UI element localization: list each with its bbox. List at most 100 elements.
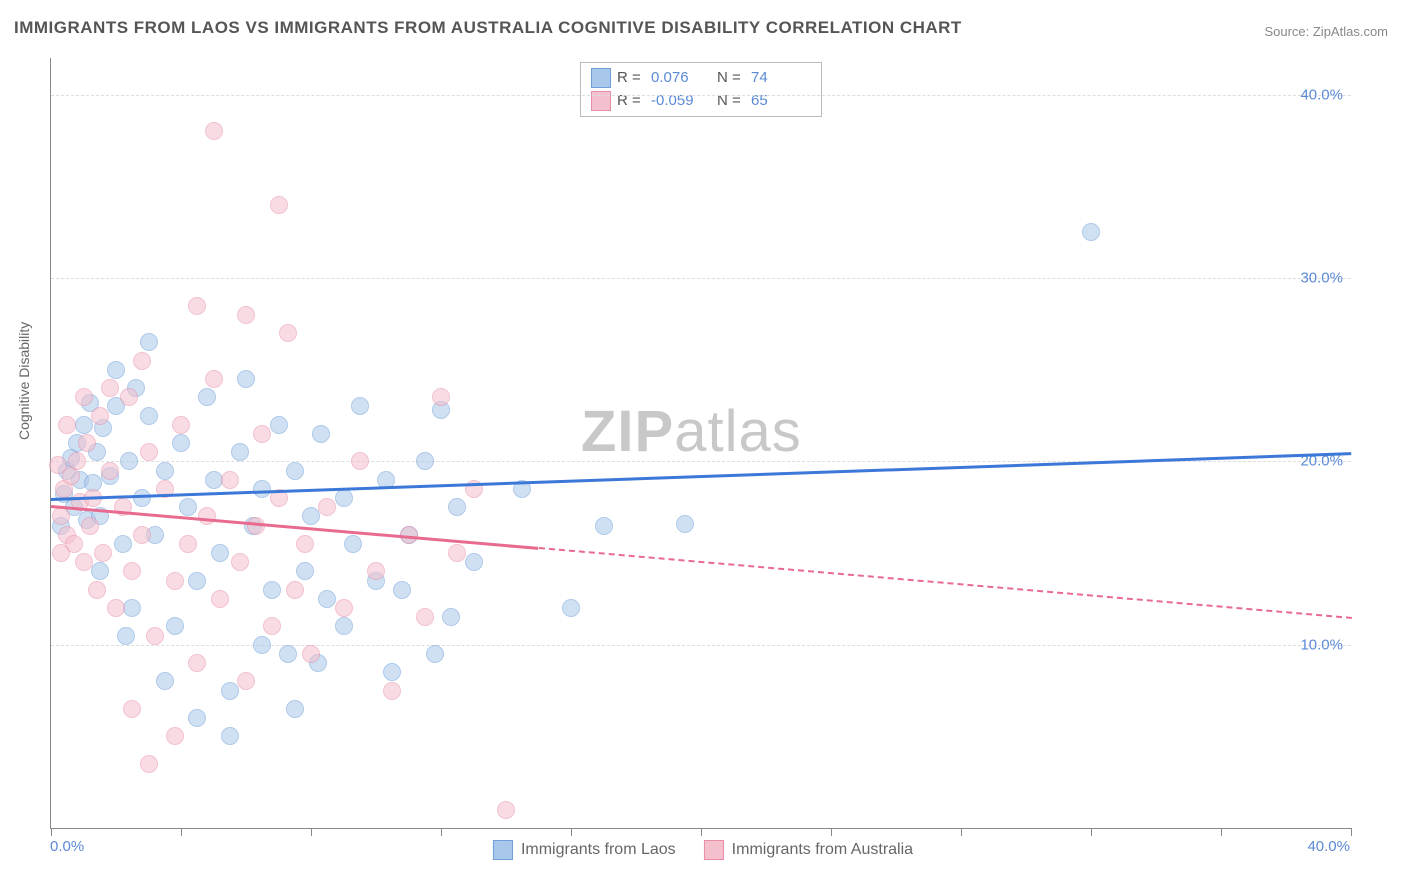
scatter-point xyxy=(286,700,304,718)
scatter-point xyxy=(172,434,190,452)
scatter-point xyxy=(88,581,106,599)
scatter-point xyxy=(426,645,444,663)
scatter-point xyxy=(75,388,93,406)
gridline xyxy=(51,645,1351,646)
scatter-point xyxy=(188,654,206,672)
x-tick xyxy=(831,828,832,836)
scatter-point xyxy=(296,535,314,553)
scatter-point xyxy=(253,480,271,498)
x-tick xyxy=(1351,828,1352,836)
scatter-point xyxy=(123,599,141,617)
legend-n-value: 74 xyxy=(751,67,811,90)
legend-r-label: R = xyxy=(617,90,645,113)
scatter-point xyxy=(367,562,385,580)
x-tick xyxy=(1221,828,1222,836)
legend-r-label: R = xyxy=(617,67,645,90)
scatter-point xyxy=(432,388,450,406)
scatter-point xyxy=(140,333,158,351)
scatter-point xyxy=(101,379,119,397)
x-tick xyxy=(961,828,962,836)
scatter-point xyxy=(133,352,151,370)
scatter-point xyxy=(123,562,141,580)
scatter-point xyxy=(231,553,249,571)
scatter-point xyxy=(52,544,70,562)
legend-series-item: Immigrants from Australia xyxy=(704,840,913,860)
scatter-point xyxy=(52,507,70,525)
scatter-point xyxy=(312,425,330,443)
scatter-point xyxy=(383,682,401,700)
scatter-point xyxy=(393,581,411,599)
scatter-point xyxy=(221,682,239,700)
scatter-point xyxy=(49,456,67,474)
source-label: Source: ZipAtlas.com xyxy=(1264,24,1388,39)
scatter-point xyxy=(318,498,336,516)
scatter-point xyxy=(101,462,119,480)
scatter-point xyxy=(296,562,314,580)
scatter-point xyxy=(302,507,320,525)
legend-n-value: 65 xyxy=(751,90,811,113)
scatter-point xyxy=(75,553,93,571)
scatter-point xyxy=(166,572,184,590)
scatter-point xyxy=(198,388,216,406)
x-tick xyxy=(1091,828,1092,836)
scatter-point xyxy=(205,122,223,140)
legend-swatch xyxy=(591,68,611,88)
scatter-point xyxy=(188,297,206,315)
scatter-point xyxy=(107,361,125,379)
x-tick xyxy=(51,828,52,836)
scatter-point xyxy=(68,452,86,470)
scatter-point xyxy=(140,755,158,773)
scatter-point xyxy=(156,462,174,480)
scatter-point xyxy=(383,663,401,681)
scatter-point xyxy=(279,324,297,342)
scatter-point xyxy=(253,425,271,443)
legend-series-item: Immigrants from Laos xyxy=(493,840,676,860)
y-tick-label: 10.0% xyxy=(1300,636,1343,653)
scatter-point xyxy=(263,581,281,599)
scatter-point xyxy=(205,370,223,388)
y-tick-label: 30.0% xyxy=(1300,270,1343,287)
scatter-point xyxy=(198,507,216,525)
scatter-point xyxy=(448,498,466,516)
scatter-point xyxy=(231,443,249,461)
x-tick xyxy=(441,828,442,836)
trend-line-dashed xyxy=(538,547,1351,619)
scatter-point xyxy=(133,526,151,544)
legend-n-label: N = xyxy=(717,67,745,90)
scatter-point xyxy=(120,388,138,406)
scatter-point xyxy=(279,645,297,663)
scatter-point xyxy=(416,608,434,626)
legend-series-label: Immigrants from Laos xyxy=(521,841,676,859)
scatter-point xyxy=(156,672,174,690)
scatter-point xyxy=(166,727,184,745)
trend-line xyxy=(51,452,1351,501)
scatter-point xyxy=(237,672,255,690)
scatter-point xyxy=(416,452,434,470)
scatter-point xyxy=(335,617,353,635)
scatter-point xyxy=(237,370,255,388)
correlation-legend: R = 0.076 N = 74R = -0.059 N = 65 xyxy=(580,62,822,117)
scatter-point xyxy=(211,590,229,608)
scatter-point xyxy=(91,407,109,425)
scatter-point xyxy=(78,434,96,452)
scatter-point xyxy=(114,535,132,553)
series-legend: Immigrants from Laos Immigrants from Aust… xyxy=(493,840,913,860)
scatter-point xyxy=(442,608,460,626)
watermark-atlas: atlas xyxy=(674,399,802,464)
scatter-point xyxy=(676,515,694,533)
legend-series-label: Immigrants from Australia xyxy=(732,841,913,859)
chart-title: IMMIGRANTS FROM LAOS VS IMMIGRANTS FROM … xyxy=(14,18,962,38)
legend-r-value: -0.059 xyxy=(651,90,711,113)
y-axis-label: Cognitive Disability xyxy=(16,322,32,440)
scatter-point xyxy=(351,452,369,470)
scatter-point xyxy=(286,462,304,480)
scatter-point xyxy=(123,700,141,718)
legend-r-value: 0.076 xyxy=(651,67,711,90)
scatter-point xyxy=(91,562,109,580)
legend-correlation-row: R = 0.076 N = 74 xyxy=(591,67,811,90)
scatter-point xyxy=(107,599,125,617)
x-tick xyxy=(181,828,182,836)
gridline xyxy=(51,95,1351,96)
watermark-zip: ZIP xyxy=(581,399,674,464)
scatter-point xyxy=(188,572,206,590)
